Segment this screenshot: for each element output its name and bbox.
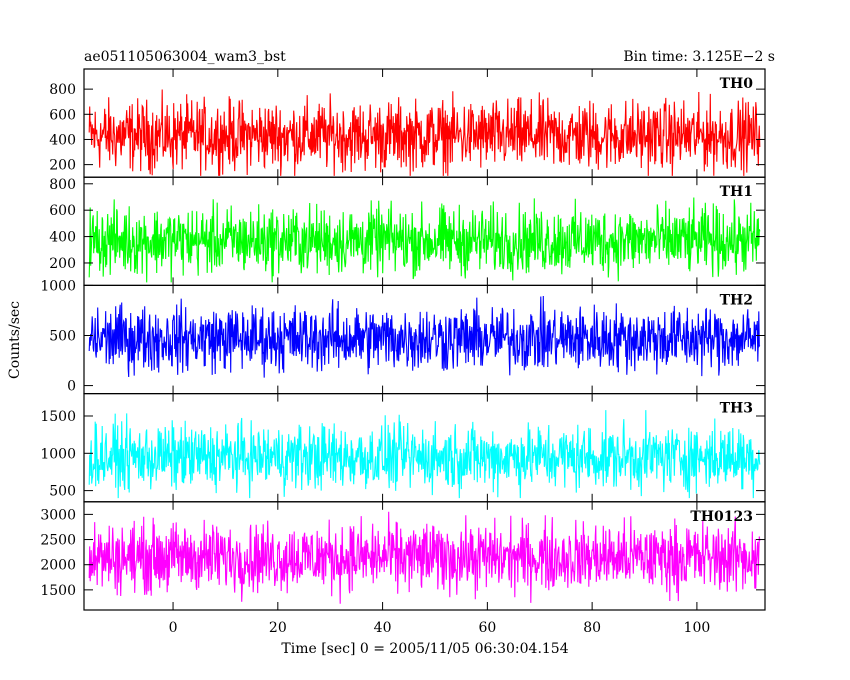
y-tick-label: 400 — [49, 230, 76, 246]
x-axis-label: Time [sec] 0 = 2005/11/05 06:30:04.154 — [281, 641, 568, 657]
bin-time-label: Bin time: 3.125E−2 s — [623, 49, 775, 65]
y-tick-label: 3000 — [40, 507, 76, 523]
series-line-th2 — [88, 295, 761, 378]
y-tick-label: 600 — [49, 107, 76, 123]
y-tick-label: 0 — [67, 379, 76, 395]
chart-title: ae051105063004_wam3_bst — [84, 49, 286, 65]
panel-label-th2: TH2 — [720, 292, 753, 308]
x-tick-label: 80 — [583, 620, 601, 636]
x-tick-label: 40 — [374, 620, 392, 636]
y-tick-label: 400 — [49, 132, 76, 148]
series-line-th0 — [88, 89, 761, 176]
x-tick-label: 100 — [684, 620, 711, 636]
panel-frame-th0123 — [83, 501, 766, 611]
y-tick-label: 1500 — [40, 409, 76, 425]
x-tick-label: 60 — [478, 620, 496, 636]
x-tick-label: 20 — [269, 620, 287, 636]
y-tick-label: 200 — [49, 256, 76, 272]
y-tick-label: 800 — [49, 82, 76, 98]
x-tick-label: 0 — [169, 620, 178, 636]
y-tick-label: 500 — [49, 328, 76, 344]
series-line-th1 — [88, 197, 761, 283]
y-axis-label: Counts/sec — [7, 301, 23, 379]
y-tick-label: 1000 — [40, 278, 76, 294]
y-tick-label: 1000 — [40, 446, 76, 462]
panel-label-th1: TH1 — [720, 184, 753, 200]
y-tick-label: 500 — [49, 484, 76, 500]
y-tick-label: 1500 — [40, 583, 76, 599]
series-line-th3 — [88, 410, 761, 499]
y-tick-label: 2500 — [40, 533, 76, 549]
y-tick-label: 2000 — [40, 558, 76, 574]
y-tick-label: 200 — [49, 158, 76, 174]
y-tick-label: 600 — [49, 203, 76, 219]
series-line-th0123 — [88, 511, 761, 604]
panel-label-th3: TH3 — [720, 401, 753, 417]
y-tick-label: 800 — [49, 177, 76, 193]
panel-label-th0: TH0 — [720, 76, 754, 92]
panel-label-th0123: TH0123 — [690, 509, 753, 525]
